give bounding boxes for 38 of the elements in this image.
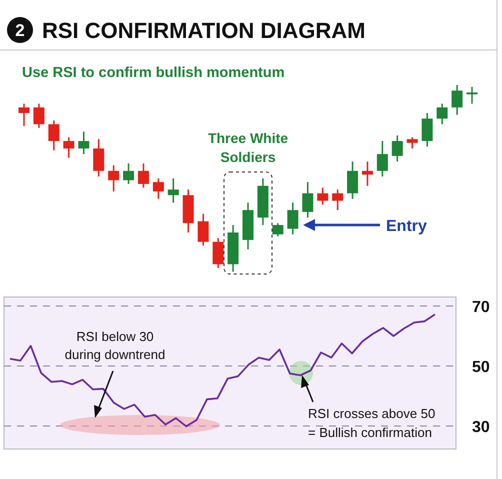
candlestick (168, 178, 179, 204)
candlestick (362, 160, 373, 187)
candlestick (392, 134, 403, 162)
y-tick-label: 30 (472, 419, 490, 436)
candlestick (272, 222, 284, 237)
candlestick (18, 102, 30, 127)
candlestick (422, 112, 433, 148)
line-series (9, 314, 436, 428)
candlestick (93, 138, 104, 178)
candlestick (33, 102, 44, 129)
number-badge: 2 (7, 17, 33, 43)
y-tick-label: 50 (472, 359, 490, 376)
candlestick (317, 186, 328, 206)
candlestick (152, 178, 164, 200)
candlestick (406, 136, 418, 150)
candlestick (138, 162, 149, 188)
candlestick (436, 102, 448, 125)
candlestick (466, 86, 478, 104)
candlestick (332, 188, 344, 211)
candlestick (198, 213, 209, 246)
candlestick (212, 237, 224, 269)
chart-subtitle: Use RSI to confirm bullish momentum (22, 65, 285, 81)
y-tick-label: 70 (472, 299, 490, 316)
annotation: Entry (386, 218, 427, 235)
candlestick (78, 130, 90, 155)
annotation: RSI below 30 during downtrend (64, 329, 166, 362)
candlestick (302, 181, 314, 218)
candlestick (123, 162, 134, 185)
annotation: RSI crosses above 50 = Bullish confirmation (308, 406, 436, 440)
candlestick (452, 84, 463, 116)
candlestick (63, 136, 74, 159)
chart-title: RSI CONFIRMATION DIAGRAM (42, 18, 366, 43)
candlestick (287, 202, 298, 236)
candlestick (108, 164, 120, 192)
candlestick (347, 160, 358, 200)
candlestick (48, 120, 60, 152)
annotation: Three White Soldiers (208, 130, 288, 165)
candlestick (376, 140, 388, 178)
